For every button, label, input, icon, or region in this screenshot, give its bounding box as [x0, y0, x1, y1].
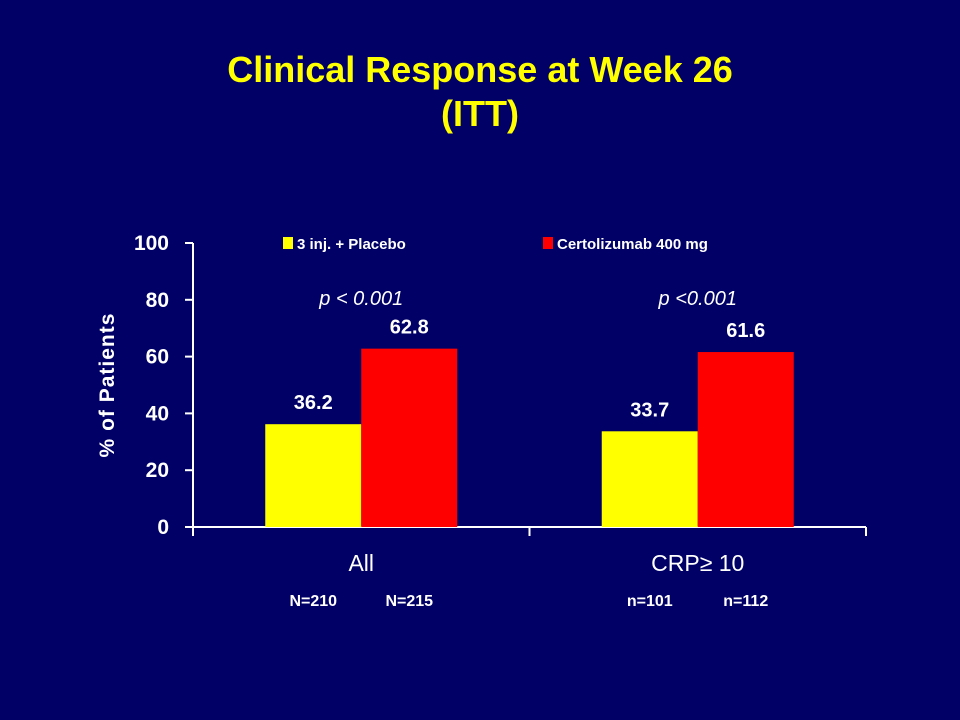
category-label: All [348, 550, 374, 576]
y-tick-label: 80 [146, 289, 169, 312]
slide-title-line-1: Clinical Response at Week 26 [227, 49, 733, 90]
y-tick-label: 0 [157, 516, 169, 539]
data-label: 61.6 [726, 320, 765, 342]
bar-certolizumab [361, 348, 458, 527]
sample-size-label: N=210 [289, 593, 337, 610]
y-tick-label: 100 [134, 232, 169, 255]
sample-size-label: N=215 [385, 593, 433, 610]
data-label: 33.7 [630, 399, 669, 421]
y-tick-label: 60 [146, 346, 169, 369]
bar-placebo [265, 424, 362, 527]
bar-certolizumab [697, 352, 794, 527]
data-label: 62.8 [390, 317, 429, 339]
bar-placebo [601, 431, 698, 527]
category-label: CRP≥ 10 [651, 550, 744, 576]
legend-swatch [283, 237, 293, 249]
data-label: 36.2 [294, 392, 333, 414]
sample-size-label: n=112 [723, 593, 768, 610]
sample-size-label: n=101 [627, 593, 673, 610]
y-axis-label: % of Patients [96, 313, 119, 458]
slide-title: Clinical Response at Week 26 (ITT) [0, 48, 960, 136]
legend-label: Certolizumab 400 mg [557, 236, 708, 253]
p-value-label: p <0.001 [658, 288, 737, 310]
p-value-label: p < 0.001 [318, 288, 403, 310]
slide-title-line-2: (ITT) [441, 93, 519, 134]
y-tick-label: 40 [146, 402, 169, 425]
y-tick-label: 20 [146, 459, 169, 482]
legend-label: 3 inj. + Placebo [297, 236, 406, 253]
legend-swatch [543, 237, 553, 249]
